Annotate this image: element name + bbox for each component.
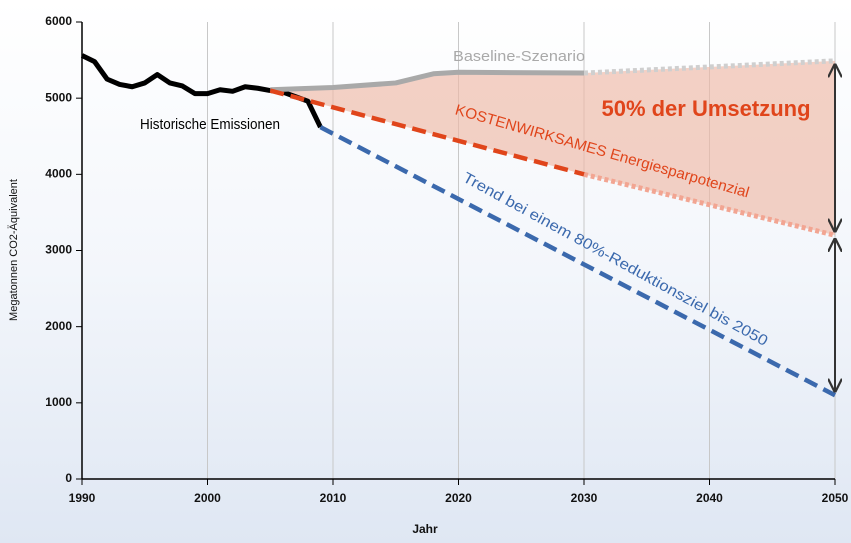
y-tick-label: 5000 <box>45 90 72 104</box>
x-tick-label: 1990 <box>69 491 96 505</box>
series-line <box>269 88 585 177</box>
y-tick-label: 2000 <box>45 319 72 333</box>
gap-area <box>270 60 835 236</box>
x-tick-label: 2020 <box>445 491 472 505</box>
x-tick-label: 2030 <box>571 491 598 505</box>
y-tick-label: 4000 <box>45 167 72 181</box>
y-tick-label: 1000 <box>45 395 72 409</box>
x-axis-label: Jahr <box>412 522 438 536</box>
x-tick-label: 2000 <box>194 491 221 505</box>
y-tick-label: 0 <box>65 471 72 485</box>
series-line <box>270 69 585 93</box>
y-tick-label: 3000 <box>45 243 72 257</box>
y-tick-label: 6000 <box>45 14 72 28</box>
series-extension <box>583 171 836 238</box>
series-label: Historische Emissionen <box>140 116 280 133</box>
series-line <box>319 125 837 398</box>
annotation: 50% der Umsetzung <box>601 96 810 121</box>
x-tick-label: 2050 <box>822 491 849 505</box>
series-label: Baseline-Szenario <box>453 48 585 65</box>
x-tick-label: 2040 <box>696 491 723 505</box>
x-tick-label: 2010 <box>320 491 347 505</box>
y-axis-label: Megatonnen CO2-Äquivalent <box>8 179 20 321</box>
